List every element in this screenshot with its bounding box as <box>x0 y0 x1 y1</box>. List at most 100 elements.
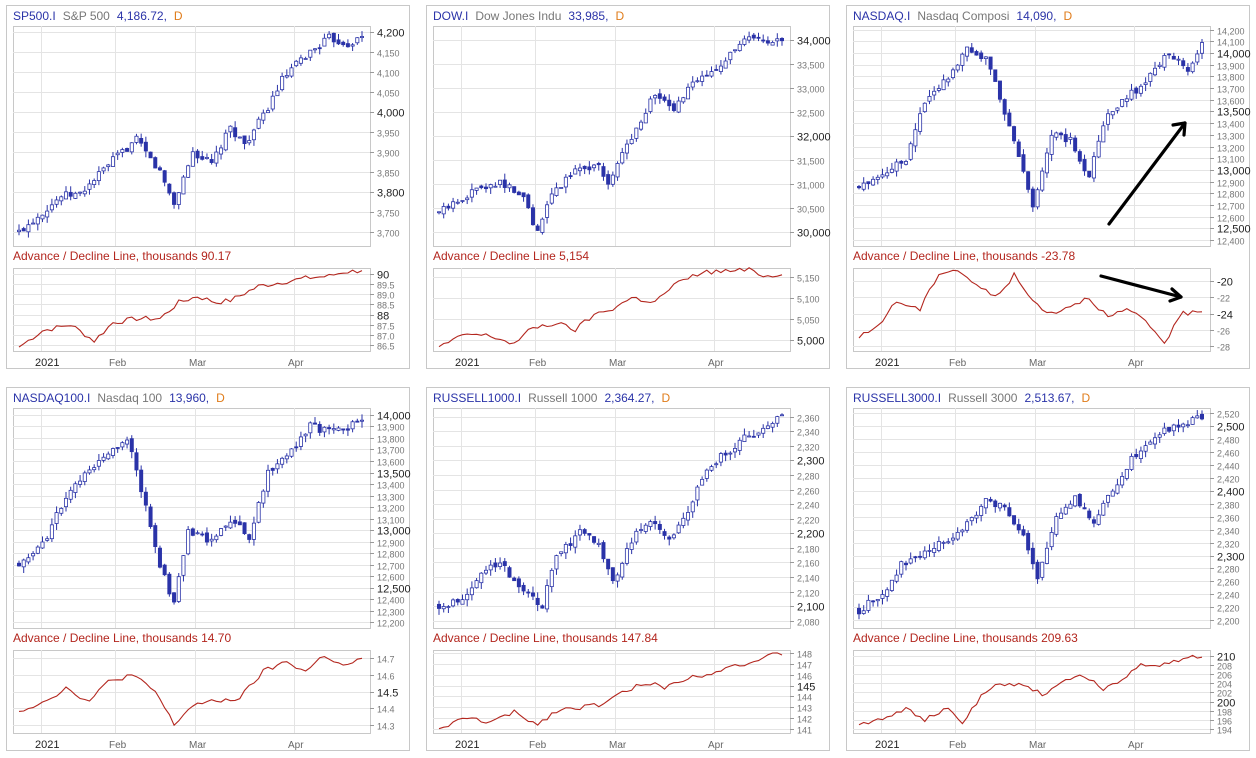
candle-body <box>620 152 625 164</box>
ad-tick-label: 146 <box>797 672 812 682</box>
candle-body <box>1199 413 1204 420</box>
chart-header: RUSSELL1000.I Russell 1000 2,364.27, D <box>433 391 670 405</box>
candle-body <box>313 422 318 425</box>
candle-body <box>615 574 620 582</box>
candle-body <box>233 519 238 524</box>
candle-body <box>1035 189 1040 208</box>
x-axis-label: Mar <box>189 358 207 369</box>
candle-body <box>101 456 106 461</box>
price-tick-label: 2,280 <box>797 472 820 482</box>
symbol-link[interactable]: DOW.I <box>433 9 469 23</box>
candle-body <box>82 472 87 482</box>
ad-tick-label: 5,100 <box>797 295 820 305</box>
candle-body <box>718 453 723 463</box>
ad-line-title: Advance / Decline Line, thousands 147.84 <box>433 631 658 645</box>
symbol-link[interactable]: NASDAQ.I <box>853 9 911 23</box>
ad-tick-label: 145 <box>797 682 815 694</box>
frequency-label[interactable]: D <box>1063 9 1073 23</box>
frequency-label[interactable]: D <box>615 9 625 23</box>
candle-body <box>662 96 667 101</box>
ad-tick-label: 89.0 <box>377 291 395 301</box>
ad-tick-label: 14.6 <box>377 672 395 682</box>
price-tick-label: 12,700 <box>377 562 405 572</box>
price-tick-label: 13,600 <box>377 458 405 468</box>
candle-body <box>918 113 923 132</box>
candle-body <box>880 174 885 178</box>
candle-body <box>1035 561 1040 580</box>
candle-body <box>1049 134 1054 155</box>
candle-body <box>153 157 158 169</box>
candle-body <box>157 547 162 568</box>
candle-body <box>92 180 97 185</box>
ad-tick-label: 200 <box>1217 698 1235 710</box>
candle-body <box>653 521 658 525</box>
symbol-link[interactable]: NASDAQ100.I <box>13 391 91 405</box>
candle-body <box>289 448 294 457</box>
candle-body <box>894 574 899 582</box>
candle-body <box>1195 53 1200 63</box>
index-name: Nasdaq 100 <box>97 391 163 405</box>
candle-body <box>596 542 601 545</box>
candle-body <box>903 562 908 566</box>
candle-body <box>455 201 460 204</box>
price-tick-label: 2,300 <box>797 456 825 468</box>
candle-body <box>1157 434 1162 438</box>
chart-panel-dow[interactable]: 34,000 33,500 33,000 32,500 32,000 31,500 31,0… <box>426 5 831 369</box>
frequency-label[interactable]: D <box>1081 391 1091 405</box>
frequency-label[interactable]: D <box>661 391 671 405</box>
candle-body <box>1157 64 1162 67</box>
candle-body <box>317 423 322 433</box>
candle-body <box>1040 170 1045 191</box>
x-axis-label: 2021 <box>455 357 479 369</box>
candle-body <box>700 75 705 82</box>
candle-body <box>134 452 139 471</box>
ad-line-title: Advance / Decline Line 5,154 <box>433 249 590 263</box>
candle-body <box>125 439 130 445</box>
candle-body <box>313 48 318 51</box>
candle-body <box>765 40 770 44</box>
candle-body <box>871 600 876 603</box>
ad-tick-label: -26 <box>1217 327 1230 337</box>
candle-body <box>1129 89 1134 100</box>
ad-line <box>18 656 363 727</box>
candle-body <box>549 569 554 588</box>
frequency-label[interactable]: D <box>216 391 225 405</box>
candle-body <box>596 163 601 166</box>
candle-body <box>747 36 752 41</box>
candle-body <box>737 43 742 52</box>
ad-line <box>438 652 783 730</box>
symbol-link[interactable]: RUSSELL3000.I <box>853 391 942 405</box>
symbol-link[interactable]: SP500.I <box>13 9 56 23</box>
candle-body <box>451 599 456 607</box>
price-tick-label: 13,800 <box>377 435 405 445</box>
price-tick-label: 2,260 <box>797 487 820 497</box>
candle-body <box>899 561 904 575</box>
chart-panel-sp500[interactable]: 4,200 4,150 4,100 4,050 4,000 3,950 3,900 3,850… <box>6 5 410 369</box>
price-plot-frame <box>433 408 791 629</box>
candle-body <box>78 191 83 194</box>
x-axis-label: 2021 <box>455 739 479 751</box>
chart-panel-russell1000[interactable]: 2,360 2,340 2,320 2,300 2,280 2,260 2,240 2,220… <box>426 387 830 751</box>
candle-body <box>1063 506 1068 515</box>
candle-body <box>87 183 92 190</box>
candle-body <box>988 498 993 502</box>
ad-tick-label: 198 <box>1217 708 1232 718</box>
candles <box>16 31 364 238</box>
ad-tick-label: -22 <box>1217 294 1230 304</box>
candle-body <box>451 201 456 209</box>
price-tick-label: 13,700 <box>377 446 405 456</box>
candle-body <box>568 543 573 546</box>
candle-body <box>733 49 738 52</box>
chart-panel-nasdaq[interactable]: 14,200 14,100 14,000 13,900 13,800 13,700 13,6… <box>846 5 1251 369</box>
x-axis-label: Mar <box>1029 358 1047 369</box>
candle-body <box>728 452 733 455</box>
chart-panel-nasdaq100[interactable]: 14,000 13,900 13,800 13,700 13,600 13,500 13,4… <box>6 387 411 751</box>
chart-panel-russell3000[interactable]: 2,520 2,500 2,480 2,460 2,440 2,420 2,400 2,380… <box>846 387 1250 751</box>
frequency-label[interactable]: D <box>173 9 183 23</box>
ad-tick-label: -24 <box>1217 310 1233 322</box>
candle-body <box>40 541 45 549</box>
candle-body <box>1176 58 1181 61</box>
candle-body <box>889 168 894 173</box>
symbol-link[interactable]: RUSSELL1000.I <box>433 391 522 405</box>
price-tick-label: 3,700 <box>377 229 400 239</box>
